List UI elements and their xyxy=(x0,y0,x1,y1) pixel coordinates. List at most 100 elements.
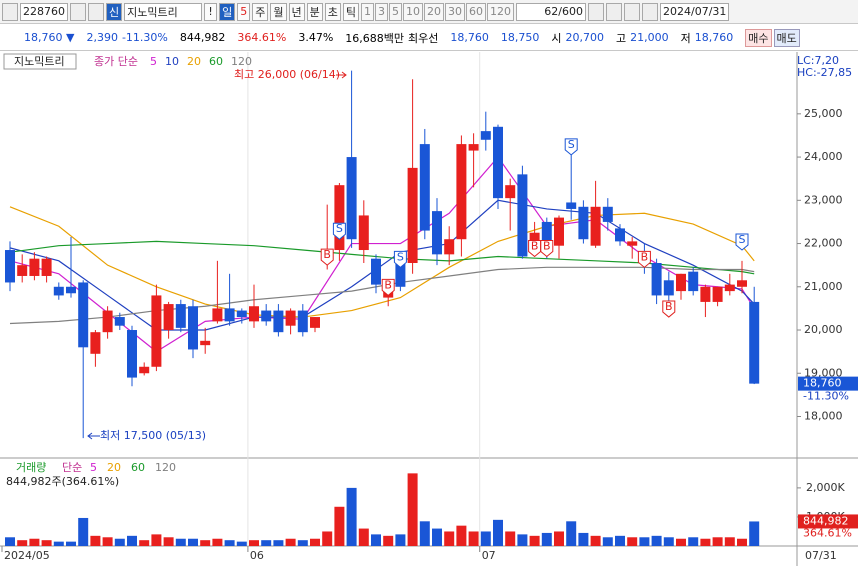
signal-flag xyxy=(735,233,749,251)
volume-bar xyxy=(493,519,503,546)
candle-body xyxy=(285,310,296,326)
volume-bar xyxy=(529,535,540,546)
volume-bar xyxy=(249,540,259,546)
change-pct: -11.30% xyxy=(121,31,168,44)
volume-bar xyxy=(261,540,272,546)
bid: 18,750 xyxy=(500,31,540,44)
alert-button[interactable]: ! xyxy=(204,2,218,21)
volume-bar xyxy=(285,538,296,546)
stock-legend: 지노믹트리 xyxy=(14,55,65,68)
search-icon[interactable] xyxy=(70,2,86,21)
candle-body xyxy=(261,310,272,322)
last-price: 18,760 xyxy=(803,377,842,390)
period-option[interactable]: 분 xyxy=(306,2,323,21)
volume-bar xyxy=(456,525,467,546)
candle-body xyxy=(712,286,723,302)
volume-bar xyxy=(615,535,625,546)
signal-flag xyxy=(564,138,578,156)
volume-bar xyxy=(188,538,198,546)
candle-body xyxy=(737,280,747,287)
low: 18,760 xyxy=(694,31,734,44)
date-input[interactable]: 2024/07/31 xyxy=(660,2,730,21)
period-option[interactable]: 틱 xyxy=(342,2,359,21)
candle-body xyxy=(358,215,369,251)
y-tick-label: 18,000 xyxy=(804,409,843,422)
signal-label: B xyxy=(641,250,649,263)
signal-label: S xyxy=(739,233,746,246)
tool-icon[interactable] xyxy=(606,2,622,21)
period-option[interactable]: 년 xyxy=(288,2,305,21)
volume-bar xyxy=(383,535,394,546)
y-tick-label: 23,000 xyxy=(804,193,843,206)
sound-icon[interactable] xyxy=(88,2,104,21)
interval-option[interactable]: 3 xyxy=(375,2,388,21)
volume-bar xyxy=(590,535,601,546)
candle-body xyxy=(615,228,625,242)
period-option[interactable]: 월 xyxy=(270,2,287,21)
interval-option[interactable]: 20 xyxy=(424,2,444,21)
signal-flag xyxy=(540,240,554,258)
candle-body xyxy=(602,206,613,222)
signal-label: B xyxy=(323,248,331,261)
period-option[interactable]: 초 xyxy=(324,2,341,21)
last-volume: 844,982 xyxy=(803,514,849,527)
buy-button[interactable]: 매수 xyxy=(745,28,772,47)
menu-icon[interactable] xyxy=(2,2,18,21)
volume-bar xyxy=(90,535,101,546)
count: 62/600 xyxy=(516,2,586,21)
candle-body xyxy=(273,310,284,333)
ask: 18,760 xyxy=(450,31,489,44)
y-tick-label: 20,000 xyxy=(804,323,843,336)
candle-body xyxy=(175,304,186,328)
candle-body xyxy=(651,262,662,296)
period-number[interactable]: 5 xyxy=(237,2,251,21)
volume: 844,982 xyxy=(179,31,226,44)
volume-bar xyxy=(663,537,674,546)
settings-icon[interactable] xyxy=(642,2,658,21)
signal-flag xyxy=(637,250,651,268)
lc-label: LC:7,20 xyxy=(797,54,839,67)
quote-bar: 18,760 ▼ 2,390 -11.30% 844,982 364.61% 3… xyxy=(0,25,858,51)
candle-body xyxy=(151,295,162,367)
interval-option[interactable]: 5 xyxy=(389,2,402,21)
period-option[interactable]: 주 xyxy=(252,2,269,21)
hc-label: HC:-27,85 xyxy=(797,66,852,79)
candle-body xyxy=(127,330,137,378)
interval-option[interactable]: 120 xyxy=(487,2,514,21)
tool-icon[interactable] xyxy=(588,2,604,21)
period-button[interactable]: 일 xyxy=(219,2,236,21)
candle-body xyxy=(5,250,15,283)
candle-body xyxy=(17,265,28,276)
candle-body xyxy=(102,310,113,333)
ma-legend-item: 20 xyxy=(187,55,201,68)
interval-option[interactable]: 1 xyxy=(361,2,374,21)
volume-bar xyxy=(627,537,638,546)
code-input[interactable]: 228760 xyxy=(20,2,68,21)
volume-bar xyxy=(29,538,40,546)
interval-option[interactable]: 10 xyxy=(403,2,423,21)
y-tick-label: 25,000 xyxy=(804,107,843,120)
volume-bar xyxy=(224,540,235,546)
volume-bar xyxy=(41,540,52,546)
volume-bar xyxy=(273,540,284,546)
volume-bar xyxy=(480,531,491,546)
signal-label: S xyxy=(336,222,343,235)
sell-button[interactable]: 매도 xyxy=(773,28,800,47)
volume-bar xyxy=(419,521,430,546)
volume-ma-item: 120 xyxy=(155,461,176,474)
volume-bar xyxy=(468,531,479,546)
volume-bar xyxy=(554,531,564,546)
volume-bar xyxy=(700,538,711,546)
interval-option[interactable]: 60 xyxy=(466,2,486,21)
open: 20,700 xyxy=(565,31,605,44)
candle-body xyxy=(444,239,455,255)
candle-body xyxy=(53,286,64,296)
tool-icon[interactable] xyxy=(624,2,640,21)
signal-flag xyxy=(332,222,346,240)
volume-ma-item: 60 xyxy=(131,461,145,474)
volume-bar xyxy=(151,534,162,546)
interval-option[interactable]: 30 xyxy=(445,2,465,21)
volume-bar xyxy=(712,537,723,546)
signal-label: S xyxy=(568,138,575,151)
candle-body xyxy=(480,131,491,140)
